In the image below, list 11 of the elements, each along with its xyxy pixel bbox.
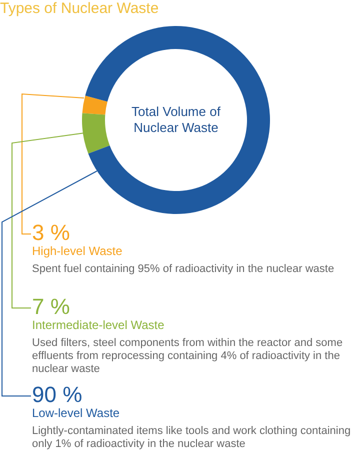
data-label: 7 %	[32, 294, 71, 319]
text: Used filters, steel components from within the reactor and some effluents from reprocessing containing 4% of radioactivity in the nuclear waste	[32, 337, 344, 376]
data-label: 3 %	[32, 220, 71, 245]
slice-label: High-level Waste	[32, 244, 124, 259]
text: Spent fuel containing 95% of radioactivity in the nuclear waste	[32, 263, 336, 276]
slice-label: Intermediate-level Waste	[32, 318, 166, 333]
text: Lightly-contaminated items like tools and work clothing containing only 1% of radioactivity in the nuclear waste	[32, 425, 352, 451]
slice-label: Low-level Waste	[32, 406, 121, 421]
data-label: 90 %	[32, 382, 84, 407]
text: Total Volume of Nuclear Waste	[130, 104, 222, 136]
chart-title: Types of Nuclear Waste	[0, 0, 159, 17]
